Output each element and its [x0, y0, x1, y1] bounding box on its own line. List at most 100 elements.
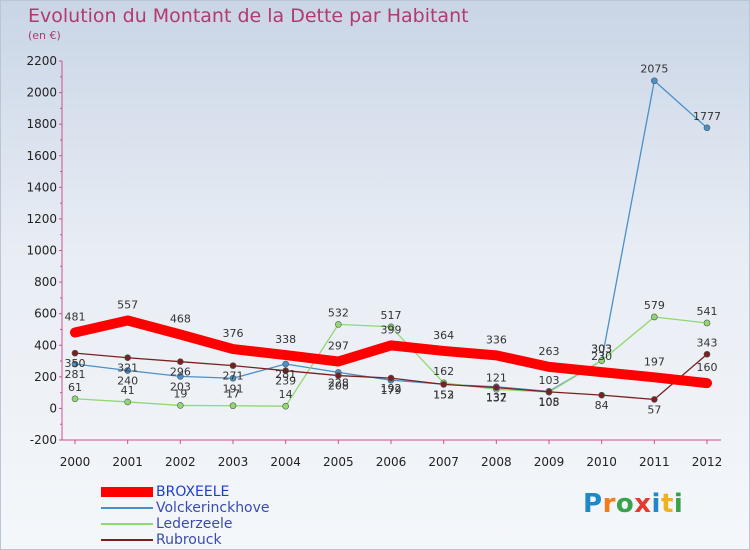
data-label-rubrouck: 321: [117, 362, 138, 375]
data-label-volckerinckhove: 228: [328, 376, 349, 389]
data-label-volckerinckhove: 303: [591, 343, 612, 356]
data-label-rubrouck: 343: [697, 336, 718, 349]
data-label-rubrouck: 271: [223, 370, 244, 383]
logo-letter: x: [634, 489, 652, 519]
x-tick-label: 2004: [270, 455, 301, 469]
x-tick-label: 2007: [428, 455, 459, 469]
y-tick-label: 1200: [26, 212, 57, 226]
data-label-rubrouck: 152: [433, 388, 454, 401]
legend-item: BROXEELE: [101, 484, 321, 500]
data-point-volckerinckhove: [229, 374, 237, 382]
data-label-broxeele: 336: [486, 333, 507, 346]
data-point-rubrouck: [177, 358, 184, 365]
legend-item: Volckerinckhove: [101, 500, 321, 516]
x-tick-label: 2001: [112, 455, 143, 469]
legend-label: Lederzeele: [156, 516, 233, 532]
y-tick-label: -200: [30, 433, 57, 447]
data-point-rubrouck: [229, 362, 237, 369]
data-label-volckerinckhove: 179: [381, 384, 402, 397]
data-point-volckerinckhove: [124, 367, 131, 374]
data-point-rubrouck: [703, 350, 711, 358]
y-tick-label: 200: [34, 370, 57, 384]
data-label-volckerinckhove: 2075: [640, 63, 668, 76]
data-label-rubrouck: 350: [65, 357, 86, 370]
data-label-lederzeele: 14: [279, 388, 293, 401]
data-label-volckerinckhove: 203: [170, 380, 191, 393]
data-point-rubrouck: [282, 367, 289, 374]
x-tick-label: 2006: [376, 455, 407, 469]
chart-legend: BROXEELE Volckerinckhove Lederzeele Rubrouc…: [101, 484, 321, 548]
data-label-broxeele: 197: [644, 355, 665, 368]
data-label-rubrouck: 296: [170, 366, 191, 379]
chart-subtitle: (en €): [28, 29, 61, 42]
x-tick-label: 2009: [534, 455, 565, 469]
series-line-broxeele: [70, 315, 712, 389]
data-label-lederzeele: 17: [226, 388, 240, 401]
data-label-broxeele: 297: [328, 340, 349, 353]
data-label-volckerinckhove: 281: [65, 368, 86, 381]
logo-letter: o: [615, 489, 635, 519]
data-label-volckerinckhove: 1777: [693, 110, 721, 123]
data-label-broxeele: 376: [223, 327, 244, 340]
data-point-volckerinckhove: [177, 373, 184, 380]
data-point-volckerinckhove: [703, 124, 711, 132]
data-point-rubrouck: [545, 388, 553, 396]
y-tick-label: 1400: [26, 180, 57, 194]
data-label-lederzeele: 541: [697, 305, 718, 318]
data-point-rubrouck: [598, 391, 605, 399]
chart-title: Evolution du Montant de la Dette par Hab…: [28, 5, 469, 27]
legend-label: BROXEELE: [156, 484, 230, 500]
data-label-lederzeele: 121: [486, 371, 507, 384]
data-point-lederzeele: [229, 402, 237, 410]
data-label-volckerinckhove: 240: [117, 375, 138, 388]
data-label-volckerinckhove: 153: [433, 388, 454, 401]
data-point-rubrouck: [71, 349, 79, 357]
data-label-rubrouck: 57: [647, 403, 661, 416]
data-label-broxeele: 481: [65, 310, 86, 323]
legend-swatch: [101, 539, 153, 541]
x-tick-label: 2003: [218, 455, 249, 469]
data-label-broxeele: 338: [275, 333, 296, 346]
data-point-volckerinckhove: [71, 360, 79, 368]
logo-letter: r: [602, 489, 616, 519]
data-label-broxeele: 399: [381, 323, 402, 336]
data-point-lederzeele: [651, 313, 658, 321]
data-label-broxeele: 364: [433, 329, 454, 342]
data-label-volckerinckhove: 281: [275, 368, 296, 381]
data-point-lederzeele: [335, 321, 342, 328]
x-tick-label: 2012: [692, 455, 723, 469]
data-point-volckerinckhove: [282, 360, 289, 368]
legend-swatch: [101, 523, 153, 525]
data-label-volckerinckhove: 137: [486, 391, 507, 404]
logo-letter: t: [660, 489, 674, 519]
data-point-lederzeele: [71, 395, 79, 403]
x-tick-label: 2000: [60, 455, 91, 469]
data-point-rubrouck: [493, 384, 500, 391]
data-label-rubrouck: 105: [539, 396, 560, 409]
y-tick-label: 2200: [26, 54, 57, 68]
data-label-lederzeele: 162: [433, 365, 454, 378]
logo-letter: i: [673, 489, 684, 519]
data-label-lederzeele: 517: [381, 309, 402, 322]
data-point-rubrouck: [440, 381, 447, 388]
y-tick-label: 600: [34, 307, 57, 321]
data-label-lederzeele: 303: [591, 343, 612, 356]
data-label-broxeele: 263: [539, 345, 560, 358]
data-point-rubrouck: [651, 396, 658, 403]
y-tick-label: 400: [34, 338, 57, 352]
data-point-volckerinckhove: [651, 77, 658, 85]
data-label-broxeele: 557: [117, 298, 138, 311]
legend-item: Lederzeele: [101, 516, 321, 532]
data-label-volckerinckhove: 191: [223, 382, 244, 395]
x-tick-label: 2002: [165, 455, 196, 469]
data-label-lederzeele: 532: [328, 306, 349, 319]
data-label-lederzeele: 61: [68, 381, 82, 394]
data-label-rubrouck: 239: [275, 375, 296, 388]
data-point-rubrouck: [124, 354, 131, 362]
data-label-volckerinckhove: 108: [539, 395, 560, 408]
legend-item: Rubrouck: [101, 532, 321, 548]
data-label-lederzeele: 579: [644, 299, 665, 312]
data-label-lederzeele: 19: [173, 387, 187, 400]
